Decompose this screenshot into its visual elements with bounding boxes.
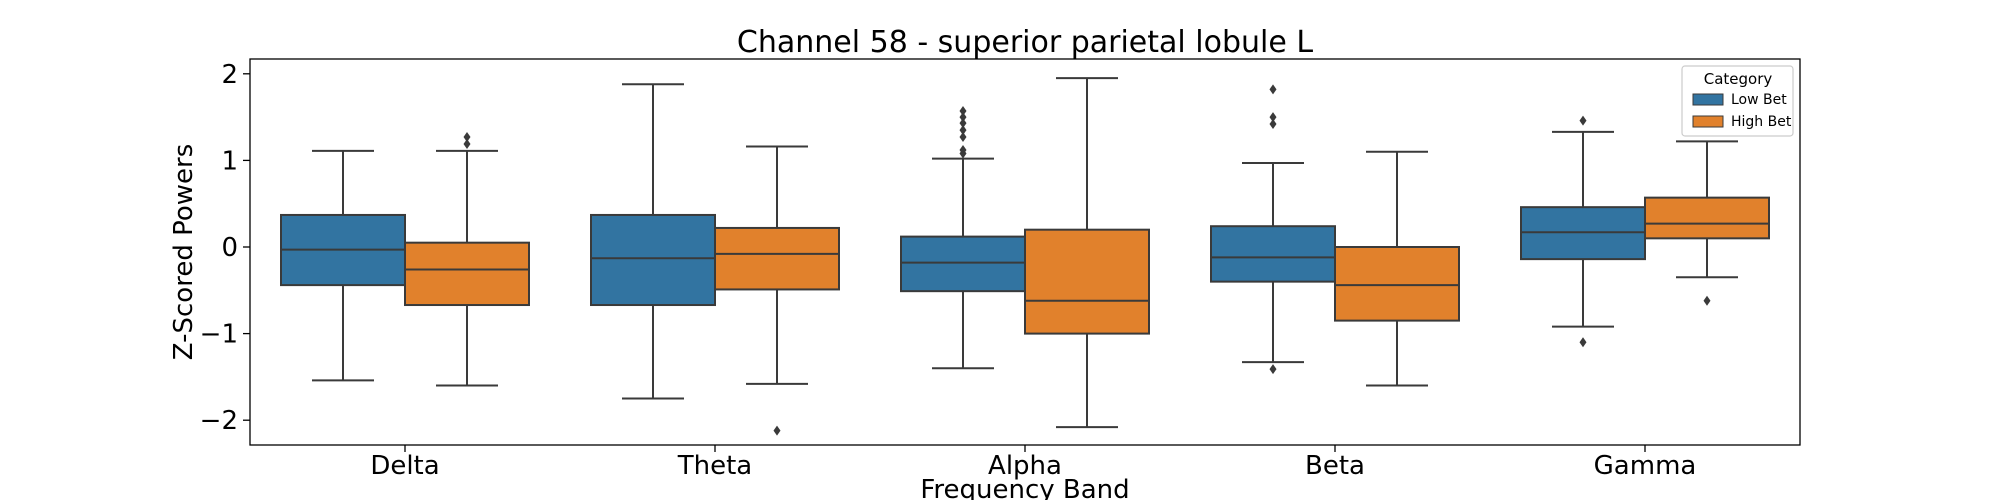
box-delta-high-bet (404, 132, 530, 387)
outlier-point (959, 125, 967, 136)
legend-label: Low Bet (1731, 92, 1787, 108)
x-tick-label: Delta (370, 451, 439, 481)
box-iqr (900, 235, 1026, 293)
outlier-point (959, 118, 967, 129)
outlier-point (1269, 84, 1277, 95)
legend-title: Category (1704, 70, 1773, 88)
box-iqr (1334, 246, 1460, 322)
x-tick-label: Alpha (988, 451, 1062, 481)
box-gamma-high-bet (1644, 140, 1770, 306)
box-iqr (714, 226, 840, 291)
box-iqr (590, 213, 716, 307)
x-axis-label: Frequency Band (920, 475, 1129, 500)
x-tick-label: Beta (1305, 451, 1365, 481)
y-tick-label: −1 (200, 320, 238, 350)
legend-swatch (1692, 93, 1724, 106)
outlier-point (773, 425, 781, 436)
outlier-point (1579, 115, 1587, 126)
box-delta-low-bet (280, 149, 406, 382)
outlier-point (959, 132, 967, 143)
y-tick-label: 2 (221, 60, 238, 90)
box-iqr (1024, 228, 1150, 335)
box-iqr (1210, 225, 1336, 283)
outlier-point (1579, 337, 1587, 348)
chart-title: Channel 58 - superior parietal lobule L (737, 25, 1313, 60)
legend-swatch (1692, 115, 1724, 128)
box-gamma-low-bet (1520, 115, 1646, 348)
outlier-point (959, 106, 967, 117)
box-iqr (404, 241, 530, 307)
outlier-point (1269, 364, 1277, 375)
y-tick-label: 0 (221, 233, 238, 263)
outlier-point (1269, 112, 1277, 123)
y-tick-label: 1 (221, 146, 238, 176)
outlier-point (959, 145, 967, 156)
outlier-point (463, 138, 471, 149)
box-alpha-high-bet (1024, 77, 1150, 429)
box-beta-high-bet (1334, 150, 1460, 387)
outlier-point (1703, 295, 1711, 306)
box-iqr (1644, 196, 1770, 240)
x-tick-label: Theta (677, 451, 752, 481)
x-tick-label: Gamma (1594, 451, 1697, 481)
y-axis-label: Z-Scored Powers (169, 144, 199, 360)
outlier-point (463, 132, 471, 143)
box-theta-low-bet (590, 83, 716, 400)
legend-label: High Bet (1731, 114, 1792, 130)
box-alpha-low-bet (900, 106, 1026, 370)
y-tick-label: −2 (200, 406, 238, 436)
outlier-point (959, 112, 967, 123)
legend: Category Low Bet High Bet (1681, 65, 1794, 137)
outlier-point (1269, 119, 1277, 130)
box-beta-low-bet (1210, 84, 1336, 375)
box-theta-high-bet (714, 145, 840, 436)
